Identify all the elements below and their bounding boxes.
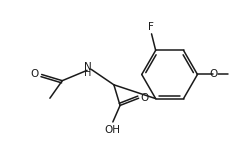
Text: O: O [30,69,38,80]
Text: F: F [148,22,153,32]
Text: O: O [210,69,218,80]
Text: O: O [141,93,149,103]
Text: OH: OH [105,125,121,135]
Text: H: H [84,68,92,78]
Text: N: N [84,62,92,72]
